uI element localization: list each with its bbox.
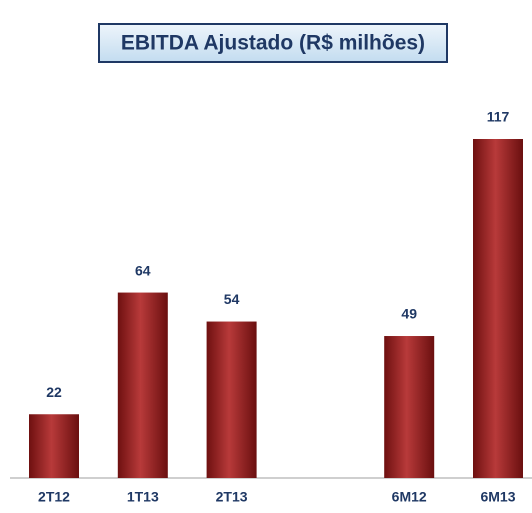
data-label: 22	[46, 384, 62, 400]
chart-title: EBITDA Ajustado (R$ milhões)	[121, 32, 425, 55]
bar	[206, 321, 257, 478]
title-box	[98, 23, 448, 63]
x-tick-label: 6M13	[480, 489, 515, 505]
x-tick-label: 6M12	[392, 489, 427, 505]
data-label: 49	[401, 306, 417, 322]
x-tick-label: 1T13	[127, 489, 159, 505]
bar	[473, 139, 523, 478]
bar	[117, 292, 168, 478]
bar	[29, 414, 79, 478]
data-label: 64	[135, 262, 151, 278]
bar	[384, 336, 435, 478]
data-label: 54	[224, 291, 240, 307]
data-label: 117	[487, 109, 510, 125]
x-tick-label: 2T13	[216, 489, 248, 505]
x-tick-label: 2T12	[38, 489, 70, 505]
